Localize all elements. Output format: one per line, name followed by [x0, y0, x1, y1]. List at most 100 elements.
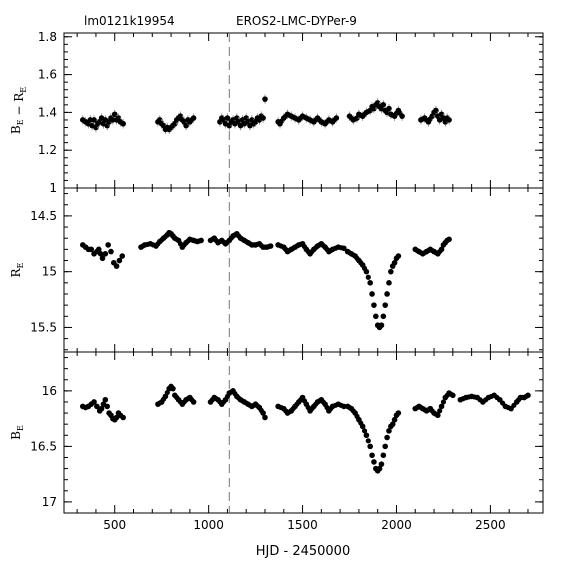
- data-point: [105, 242, 111, 248]
- y-label-subscript: E: [16, 119, 25, 125]
- y-label-subscript: E: [16, 425, 25, 431]
- data-point: [91, 399, 97, 405]
- y-tick-label: 16.5: [30, 439, 57, 453]
- data-point: [190, 399, 197, 405]
- data-point: [361, 428, 368, 434]
- data-point: [108, 248, 114, 255]
- data-point: [94, 403, 100, 410]
- data-point: [262, 96, 268, 102]
- data-point: [183, 122, 189, 129]
- x-axis-label: HJD - 2450000: [256, 544, 350, 559]
- y-label-text: B: [9, 125, 23, 134]
- data-point: [391, 259, 398, 266]
- data-point: [267, 243, 274, 249]
- survey-label: EROS2-LMC-DYPer-9: [236, 14, 357, 28]
- data-point: [388, 268, 394, 275]
- data-point: [450, 392, 456, 399]
- y-label-text: B: [9, 431, 23, 440]
- data-point: [384, 291, 390, 297]
- data-point: [104, 403, 111, 410]
- x-tick-label: 2500: [475, 518, 506, 532]
- data-point: [359, 423, 366, 430]
- data-point: [446, 236, 452, 243]
- data-point: [395, 253, 402, 259]
- data-point: [190, 115, 197, 121]
- y-tick-label: 1.8: [38, 30, 57, 44]
- data-point: [367, 443, 373, 450]
- data-point: [399, 113, 405, 119]
- panel-color: 11.21.41.61.8BE − RE: [9, 30, 544, 195]
- data-point: [391, 416, 398, 423]
- data-point: [386, 105, 392, 112]
- data-point: [395, 410, 402, 416]
- data-point: [380, 313, 387, 320]
- data-point: [262, 414, 268, 421]
- data-point: [376, 465, 383, 472]
- y-tick-label: 14.5: [30, 209, 57, 223]
- panel-frame: [63, 351, 544, 514]
- data-point: [102, 396, 109, 403]
- data-point: [365, 274, 371, 280]
- y-label-subscript: E: [19, 87, 28, 93]
- data-point: [333, 115, 340, 121]
- data-point: [367, 280, 373, 286]
- data-point: [120, 414, 126, 421]
- data-point: [95, 246, 102, 253]
- data-point: [380, 452, 387, 459]
- data-point: [97, 251, 104, 257]
- data-point: [446, 117, 452, 123]
- data-point: [341, 245, 347, 252]
- data-point: [437, 408, 443, 414]
- data-point: [111, 111, 118, 118]
- panel-blue: 16 16.5 17 BE 500 1000 1500 2000 2500: [9, 351, 544, 532]
- data-point: [433, 107, 439, 114]
- data-points: [79, 94, 452, 135]
- data-point: [380, 102, 387, 108]
- data-point: [373, 313, 379, 320]
- data-point: [369, 291, 375, 297]
- y-tick-label: 17: [42, 495, 57, 509]
- data-point: [378, 322, 385, 329]
- data-point: [119, 253, 126, 259]
- y-label-subscript: E: [16, 262, 25, 268]
- data-point: [435, 412, 441, 419]
- data-point: [91, 117, 97, 123]
- y-tick-label: 1.2: [38, 143, 57, 157]
- data-point: [224, 115, 231, 121]
- x-tick-label: 1000: [193, 518, 224, 532]
- panel-frame: [63, 32, 544, 189]
- data-points: [79, 383, 531, 474]
- data-point: [363, 268, 370, 275]
- y-tick-label: 1.6: [38, 68, 57, 82]
- y-label-text: R: [12, 92, 26, 102]
- data-point: [378, 461, 385, 467]
- x-tick-label: 1500: [287, 518, 318, 532]
- data-point: [198, 237, 204, 244]
- data-point: [363, 432, 370, 439]
- data-point: [99, 255, 106, 262]
- data-point: [120, 120, 126, 127]
- y-tick-label: 1.4: [38, 105, 57, 119]
- y-tick-label: 15: [42, 265, 57, 279]
- data-point: [382, 443, 389, 450]
- data-point: [369, 452, 375, 459]
- data-point: [260, 410, 266, 416]
- data-point: [102, 251, 109, 257]
- data-points: [79, 229, 452, 331]
- data-point: [440, 399, 447, 405]
- x-tick-label: 2000: [381, 518, 412, 532]
- x-tick-label: 500: [103, 518, 126, 532]
- data-point: [371, 302, 377, 308]
- data-point: [88, 246, 95, 253]
- y-axis-label: BE − RE: [9, 87, 28, 134]
- data-point: [170, 385, 176, 392]
- data-point: [371, 459, 377, 465]
- data-point: [382, 302, 389, 308]
- panel-frame: [63, 187, 544, 353]
- data-point: [384, 434, 390, 441]
- data-point: [365, 438, 371, 444]
- data-point: [438, 403, 445, 410]
- data-point: [116, 257, 123, 264]
- y-axis-label: RE: [9, 262, 25, 277]
